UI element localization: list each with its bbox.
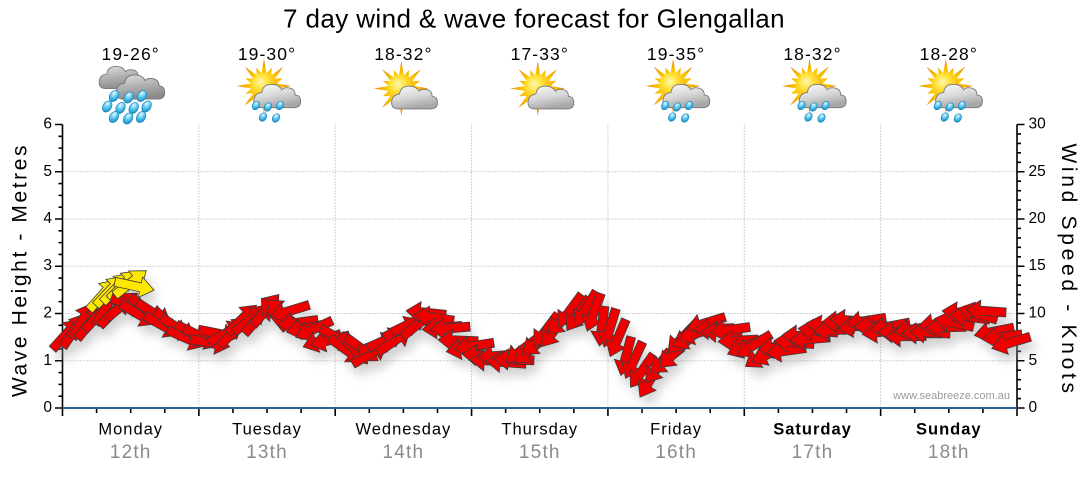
svg-text:10: 10 — [1029, 305, 1047, 322]
svg-text:2: 2 — [43, 305, 52, 322]
svg-text:13th: 13th — [246, 442, 288, 463]
svg-text:1: 1 — [43, 352, 52, 369]
svg-text:17-33°: 17-33° — [511, 44, 569, 64]
svg-text:14th: 14th — [383, 442, 425, 463]
svg-text:12th: 12th — [110, 442, 152, 463]
svg-text:25: 25 — [1029, 163, 1046, 180]
svg-text:Tuesday: Tuesday — [232, 421, 302, 439]
svg-text:6: 6 — [43, 116, 52, 133]
svg-text:0: 0 — [1029, 399, 1038, 416]
svg-text:3: 3 — [43, 257, 52, 274]
svg-text:15: 15 — [1029, 257, 1046, 274]
svg-text:19-26°: 19-26° — [102, 44, 160, 64]
svg-text:18-32°: 18-32° — [374, 44, 432, 64]
svg-text:0: 0 — [43, 399, 52, 416]
svg-text:Wind Speed - Knots: Wind Speed - Knots — [1057, 143, 1080, 396]
svg-text:16th: 16th — [655, 442, 697, 463]
svg-text:Thursday: Thursday — [501, 421, 578, 439]
svg-text:Friday: Friday — [650, 421, 702, 439]
svg-text:7 day wind & wave forecast for: 7 day wind & wave forecast for Glengalla… — [283, 4, 785, 34]
svg-text:5: 5 — [1029, 352, 1038, 369]
svg-text:18th: 18th — [928, 442, 970, 463]
svg-text:30: 30 — [1029, 116, 1047, 133]
svg-text:Monday: Monday — [98, 421, 163, 439]
svg-text:19-35°: 19-35° — [647, 44, 705, 64]
svg-text:17th: 17th — [792, 442, 834, 463]
svg-text:5: 5 — [43, 163, 52, 180]
svg-text:Wave Height - Metres: Wave Height - Metres — [9, 143, 32, 397]
svg-text:Saturday: Saturday — [773, 421, 852, 439]
svg-text:Sunday: Sunday — [916, 421, 982, 439]
svg-text:18-32°: 18-32° — [783, 44, 841, 64]
svg-text:19-30°: 19-30° — [238, 44, 296, 64]
svg-text:Wednesday: Wednesday — [355, 421, 451, 439]
svg-text:15th: 15th — [519, 442, 561, 463]
svg-text:4: 4 — [43, 210, 52, 227]
svg-text:18-28°: 18-28° — [920, 44, 978, 64]
svg-text:20: 20 — [1029, 210, 1047, 227]
svg-text:www.seabreeze.com.au: www.seabreeze.com.au — [892, 390, 1010, 402]
